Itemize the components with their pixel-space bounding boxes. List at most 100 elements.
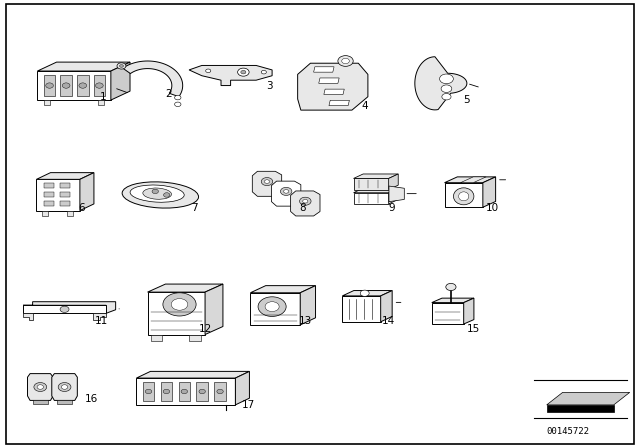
Polygon shape (44, 75, 55, 96)
Polygon shape (23, 302, 116, 313)
Polygon shape (415, 57, 467, 110)
Polygon shape (483, 177, 495, 207)
Polygon shape (42, 211, 48, 216)
Circle shape (145, 389, 152, 394)
Polygon shape (291, 191, 320, 216)
Polygon shape (44, 183, 54, 188)
Circle shape (60, 306, 69, 312)
Polygon shape (77, 75, 88, 96)
Circle shape (205, 69, 211, 73)
Circle shape (79, 83, 86, 88)
Text: 2: 2 (166, 90, 172, 99)
Text: 5: 5 (464, 95, 470, 105)
Polygon shape (151, 335, 163, 341)
Circle shape (117, 63, 126, 69)
Circle shape (258, 297, 286, 316)
Polygon shape (36, 172, 94, 179)
Polygon shape (342, 296, 381, 322)
Polygon shape (252, 171, 282, 196)
Polygon shape (319, 78, 339, 83)
Circle shape (152, 189, 159, 194)
Polygon shape (161, 382, 172, 401)
Circle shape (34, 383, 47, 392)
Polygon shape (189, 65, 272, 86)
Circle shape (342, 58, 349, 64)
Polygon shape (60, 192, 70, 197)
Text: 11: 11 (95, 316, 108, 326)
Ellipse shape (459, 192, 468, 201)
Circle shape (164, 193, 170, 197)
Polygon shape (44, 201, 54, 206)
Circle shape (338, 56, 353, 66)
Polygon shape (353, 174, 398, 178)
Circle shape (241, 70, 246, 74)
Circle shape (237, 68, 249, 76)
Circle shape (172, 298, 188, 310)
Polygon shape (189, 335, 200, 341)
Polygon shape (353, 178, 388, 190)
Text: 9: 9 (388, 203, 395, 213)
Circle shape (163, 389, 170, 394)
Polygon shape (80, 172, 94, 211)
Polygon shape (136, 371, 250, 378)
Circle shape (441, 85, 452, 92)
Text: 6: 6 (79, 203, 85, 213)
Circle shape (265, 302, 279, 311)
Circle shape (175, 95, 181, 100)
Text: 14: 14 (382, 316, 395, 326)
Polygon shape (57, 401, 72, 404)
Polygon shape (33, 401, 48, 404)
Circle shape (440, 74, 453, 84)
Polygon shape (445, 177, 495, 183)
Polygon shape (250, 293, 300, 325)
Text: 13: 13 (299, 316, 312, 326)
Polygon shape (389, 186, 404, 202)
Polygon shape (388, 188, 398, 204)
Polygon shape (461, 177, 486, 183)
Circle shape (264, 180, 269, 183)
Polygon shape (123, 61, 182, 97)
Ellipse shape (122, 182, 198, 208)
Circle shape (58, 383, 71, 392)
Polygon shape (342, 291, 392, 296)
Text: 17: 17 (242, 400, 255, 410)
Polygon shape (271, 181, 301, 206)
Circle shape (163, 293, 196, 316)
Ellipse shape (454, 188, 474, 205)
Polygon shape (111, 62, 130, 100)
Polygon shape (44, 100, 50, 104)
Circle shape (446, 284, 456, 291)
Circle shape (360, 290, 369, 296)
Ellipse shape (143, 188, 172, 199)
Polygon shape (214, 382, 226, 401)
Text: 8: 8 (299, 203, 305, 213)
Circle shape (280, 187, 292, 195)
Polygon shape (148, 292, 205, 335)
Polygon shape (67, 211, 74, 216)
Polygon shape (143, 382, 154, 401)
Circle shape (37, 385, 44, 389)
Polygon shape (298, 63, 368, 110)
Polygon shape (547, 392, 630, 405)
Polygon shape (98, 100, 104, 104)
Polygon shape (236, 371, 250, 405)
Polygon shape (52, 374, 77, 401)
Circle shape (261, 177, 273, 185)
Circle shape (61, 385, 68, 389)
Polygon shape (37, 71, 111, 100)
Text: 12: 12 (198, 324, 212, 334)
Circle shape (45, 83, 53, 88)
Circle shape (199, 389, 205, 394)
Polygon shape (23, 313, 33, 320)
Circle shape (284, 190, 289, 193)
Polygon shape (300, 286, 316, 325)
Polygon shape (250, 286, 316, 293)
Circle shape (217, 389, 223, 394)
Polygon shape (93, 313, 106, 320)
Polygon shape (23, 305, 106, 313)
Ellipse shape (130, 185, 184, 202)
Polygon shape (93, 75, 105, 96)
Text: 00145722: 00145722 (547, 427, 589, 436)
Circle shape (300, 197, 311, 205)
Polygon shape (432, 298, 474, 302)
